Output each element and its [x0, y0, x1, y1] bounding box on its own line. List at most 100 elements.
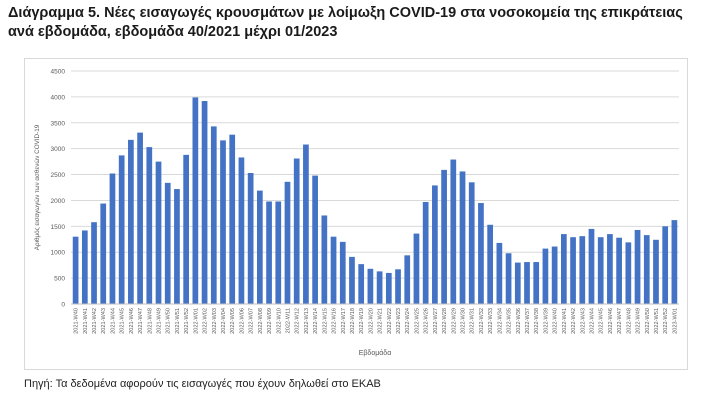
x-tick-label: 2022-W41: [562, 308, 568, 334]
bar: [478, 203, 484, 304]
x-tick-label: 2022-W30: [461, 308, 467, 334]
bar: [625, 242, 632, 304]
bar-chart: 0 500 1000 1500 2000 2500 3000 3500 4000 4500 2021…: [33, 69, 679, 357]
x-tick-label: 2022-W27: [433, 308, 439, 334]
bar: [155, 161, 162, 304]
bar: [588, 228, 595, 304]
x-tick-label: 2022-W43: [580, 308, 586, 334]
bar: [146, 147, 153, 304]
x-tick-label: 2022-W45: [599, 308, 605, 334]
y-tick-label: 4500: [51, 69, 66, 76]
bar: [118, 155, 125, 304]
x-tick-label: 2022-W46: [608, 308, 614, 334]
x-tick-label: 2022-W13: [304, 308, 310, 334]
bar: [220, 140, 226, 304]
bar: [109, 173, 116, 304]
x-tick-label: 2021-W40: [74, 308, 80, 334]
bar: [496, 242, 503, 304]
y-tick-label: 1500: [51, 224, 66, 231]
x-tick-label: 2022-W50: [645, 308, 651, 334]
x-tick-label: 2021-W49: [157, 308, 163, 334]
x-tick-label: 2021-W50: [166, 308, 172, 334]
x-tick-label: 2022-W22: [387, 308, 393, 334]
x-axis-title: Εβδομάδα: [359, 349, 392, 357]
bar: [164, 182, 171, 304]
bar: [653, 239, 659, 304]
bar: [330, 236, 337, 304]
x-tick-label: 2022-W24: [405, 308, 411, 334]
bar: [81, 230, 88, 304]
x-tick-label: 2021-W48: [147, 308, 153, 334]
bar: [643, 235, 650, 304]
bar: [72, 236, 79, 304]
bar: [100, 203, 107, 304]
x-tick-label: 2022-W01: [193, 308, 199, 334]
bar: [201, 101, 208, 304]
x-tick-label: 2022-W17: [341, 308, 347, 334]
x-tick-label: 2022-W40: [553, 308, 559, 334]
y-tick-label: 3500: [51, 120, 66, 127]
x-tick-label: 2021-W51: [175, 308, 181, 334]
x-tick-label: 2021-W45: [120, 308, 126, 334]
bar: [395, 269, 401, 304]
bar: [183, 154, 190, 304]
x-tick-label: 2022-W33: [488, 308, 494, 334]
x-tick-label: 2022-W47: [617, 308, 623, 334]
bar: [616, 237, 622, 304]
bar: [560, 234, 567, 304]
bar: [662, 226, 669, 304]
bar: [238, 157, 245, 304]
chart-title-line-2: ανά εβδομάδα, εβδομάδα 40/2021 μέχρι 01/…: [8, 24, 338, 40]
bar: [551, 246, 558, 304]
x-tick-label: 2021-W43: [101, 308, 107, 334]
bar: [579, 236, 586, 304]
bar: [358, 264, 365, 304]
x-tick-label: 2022-W18: [350, 308, 356, 334]
chart-area: 0 500 1000 1500 2000 2500 3000 3500 4000 4500 2021…: [24, 58, 688, 370]
bar: [128, 139, 134, 304]
x-tick-label: 2021-W44: [110, 308, 116, 334]
x-tick-label: 2021-W41: [83, 308, 89, 334]
bar: [505, 253, 512, 304]
bar: [432, 185, 438, 304]
x-tick-label: 2022-W09: [267, 308, 273, 334]
bar: [514, 262, 521, 304]
bar: [284, 181, 291, 304]
x-tick-label: 2022-W34: [497, 308, 503, 334]
bar: [293, 158, 300, 304]
x-tick-label: 2022-W23: [396, 308, 402, 334]
x-tick-label: 2022-W44: [589, 308, 595, 334]
y-tick-label: 3000: [51, 146, 66, 153]
x-tick-label: 2022-W38: [534, 308, 540, 334]
bar: [597, 237, 604, 304]
source-note: Πηγή: Τα δεδομένα αφορούν τις εισαγωγές …: [24, 378, 381, 390]
bar: [339, 241, 346, 304]
bar: [385, 272, 392, 304]
x-tick-label: 2022-W03: [212, 308, 218, 334]
x-tick-label: 2022-W25: [414, 308, 420, 334]
bar: [542, 248, 549, 304]
bar: [487, 224, 494, 304]
x-tick-label: 2022-W15: [322, 308, 328, 334]
bar: [570, 237, 576, 304]
y-tick-label: 2500: [51, 172, 66, 179]
x-tick-label: 2021-W47: [138, 308, 144, 334]
bar: [634, 229, 641, 304]
x-tick-label: 2022-W11: [285, 308, 291, 333]
x-tick-label: 2021-W42: [92, 308, 98, 334]
x-tick-label: 2022-W31: [470, 308, 476, 334]
bar: [607, 234, 613, 304]
bar: [321, 215, 328, 304]
x-tick-label: 2022-W37: [525, 308, 531, 334]
x-tick-label: 2022-W06: [239, 308, 245, 334]
x-tick-label: 2022-W42: [571, 308, 577, 334]
bar: [367, 268, 374, 304]
bar: [256, 190, 263, 304]
x-tick-label: 2022-W10: [276, 308, 282, 334]
bar: [376, 271, 383, 304]
bar: [247, 173, 254, 304]
x-tick-label: 2022-W04: [221, 308, 227, 334]
x-tick-label: 2022-W49: [636, 308, 642, 334]
bar: [174, 189, 180, 304]
bar: [266, 201, 272, 304]
